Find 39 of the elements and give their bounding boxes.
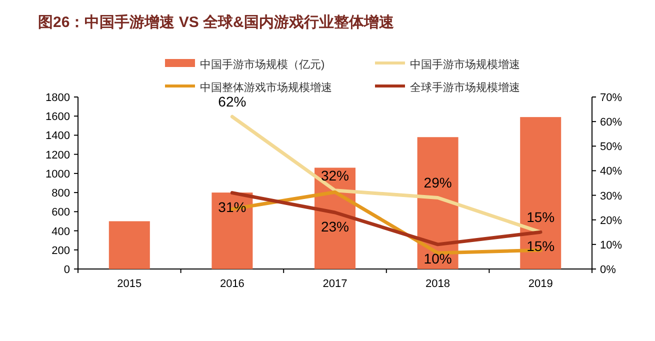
- bar: [108, 221, 150, 269]
- y-tick-label: 800: [52, 188, 70, 200]
- y-tick-label: 1000: [46, 168, 70, 180]
- y-tick-label: 1600: [46, 111, 70, 124]
- y2-tick-label: 20%: [600, 214, 622, 227]
- y2-tick-label: 50%: [600, 141, 622, 154]
- data-label: 15%: [526, 238, 555, 254]
- y2-tick-label: 60%: [600, 116, 622, 129]
- data-label: 15%: [526, 209, 555, 226]
- y-tick-label: 200: [52, 244, 70, 257]
- x-tick-label: 2016: [220, 278, 244, 290]
- x-tick-label: 2019: [528, 278, 553, 290]
- bar: [212, 192, 253, 269]
- data-label: 29%: [424, 174, 452, 191]
- data-label: 62%: [218, 94, 246, 110]
- y-tick-label: 600: [52, 206, 70, 219]
- legend-label: 全球手游市场规模增速: [410, 81, 520, 94]
- y2-tick-label: 70%: [600, 92, 622, 104]
- y2-tick-label: 40%: [600, 166, 622, 178]
- data-label: 31%: [218, 198, 246, 215]
- data-label: 23%: [320, 218, 350, 234]
- y-tick-label: 1200: [46, 149, 70, 162]
- legend-label: 中国手游市场规模（亿元): [200, 58, 325, 71]
- y2-tick-label: 10%: [600, 239, 622, 252]
- bar: [520, 117, 562, 269]
- data-label: 10%: [424, 250, 452, 266]
- chart-title: 图26：中国手游增速 VS 全球&国内游戏行业整体增速: [38, 14, 395, 31]
- x-tick-label: 2017: [322, 278, 348, 290]
- x-tick-label: 2015: [117, 278, 142, 290]
- y-tick-label: 1400: [46, 130, 70, 142]
- y2-tick-label: 0%: [600, 264, 616, 276]
- legend-label: 中国手游市场规模增速: [410, 58, 520, 71]
- x-tick-label: 2018: [426, 278, 450, 290]
- y-tick-label: 1800: [46, 92, 70, 104]
- y-tick-label: 400: [52, 226, 70, 238]
- legend-label: 中国整体游戏市场规模增速: [200, 81, 332, 94]
- y-tick-label: 0: [64, 264, 70, 276]
- data-label: 32%: [320, 167, 350, 184]
- y2-tick-label: 30%: [600, 190, 622, 202]
